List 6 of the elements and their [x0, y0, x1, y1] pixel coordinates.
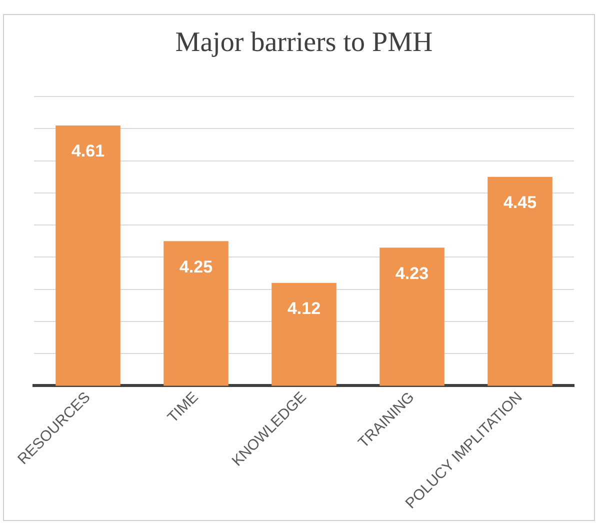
- data-label: 4.12: [287, 299, 321, 318]
- chart-title: Major barriers to PMH: [175, 27, 433, 58]
- data-label: 4.25: [179, 257, 213, 276]
- data-label: 4.61: [71, 142, 105, 161]
- data-label: 4.23: [395, 264, 429, 283]
- data-label: 4.45: [503, 193, 537, 212]
